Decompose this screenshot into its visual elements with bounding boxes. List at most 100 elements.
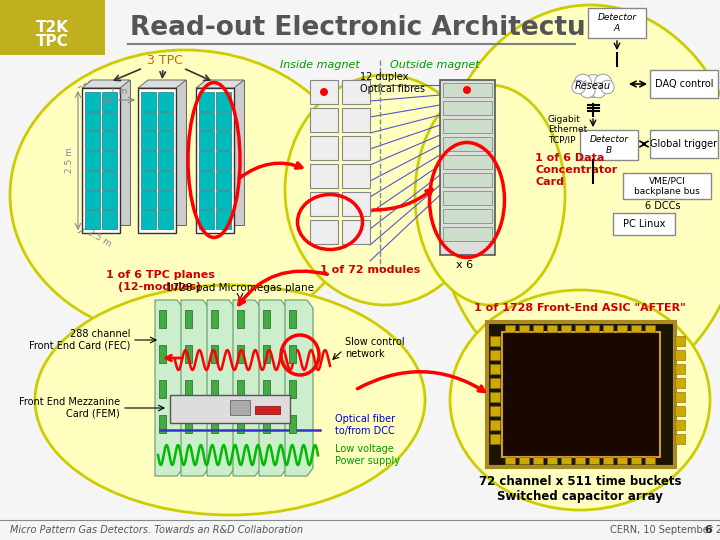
Bar (505, 325, 515, 332)
Polygon shape (206, 80, 244, 225)
Bar (440, 80, 495, 255)
Bar (237, 415, 244, 433)
Bar (141, 191, 156, 210)
Text: Outside magnet: Outside magnet (390, 60, 480, 70)
Bar (85, 112, 100, 131)
Bar (588, 8, 646, 38)
Bar (141, 210, 156, 229)
Text: DAQ control: DAQ control (654, 79, 714, 89)
Bar (505, 457, 515, 464)
Bar (342, 136, 370, 160)
Bar (645, 457, 655, 464)
Bar (490, 392, 500, 402)
Text: Front End Mezzanine
Card (FEM): Front End Mezzanine Card (FEM) (19, 397, 120, 419)
Bar (159, 380, 166, 398)
Bar (490, 350, 500, 360)
Bar (519, 457, 529, 464)
Bar (289, 380, 296, 398)
Bar (617, 457, 627, 464)
Circle shape (580, 83, 595, 98)
Ellipse shape (285, 75, 485, 305)
Bar (141, 131, 156, 150)
Polygon shape (233, 300, 261, 476)
Bar (237, 310, 244, 328)
Bar (342, 80, 370, 104)
Bar (490, 420, 500, 430)
Ellipse shape (35, 285, 425, 515)
Bar (158, 151, 173, 170)
Bar (589, 457, 599, 464)
Bar (185, 310, 192, 328)
Bar (199, 131, 214, 150)
Circle shape (582, 75, 604, 97)
Polygon shape (92, 80, 130, 225)
Polygon shape (82, 80, 130, 88)
Bar (216, 171, 231, 190)
Bar (199, 112, 214, 131)
Bar (561, 325, 571, 332)
Bar (443, 137, 492, 151)
Bar (519, 325, 529, 332)
Bar (310, 192, 338, 216)
Bar (216, 210, 231, 229)
Bar (342, 108, 370, 132)
Bar (102, 131, 117, 150)
Text: Read-out Electronic Architecture: Read-out Electronic Architecture (130, 15, 616, 41)
Text: 72 channel x 511 time buckets
Switched capacitor array: 72 channel x 511 time buckets Switched c… (479, 475, 681, 503)
Bar (443, 155, 492, 169)
Bar (502, 332, 660, 457)
Bar (170, 395, 290, 423)
Bar (85, 171, 100, 190)
Circle shape (591, 83, 606, 98)
Circle shape (600, 80, 614, 94)
Text: Global trigger: Global trigger (650, 139, 718, 149)
Text: 1 m: 1 m (110, 87, 127, 96)
Text: Optical fiber
to/from DCC: Optical fiber to/from DCC (335, 414, 395, 436)
Bar (675, 420, 685, 430)
Bar (631, 325, 641, 332)
Bar (617, 325, 627, 332)
Bar (263, 310, 270, 328)
Bar (310, 80, 338, 104)
Bar (487, 322, 675, 467)
Circle shape (575, 74, 592, 91)
Bar (443, 173, 492, 187)
Bar (289, 310, 296, 328)
Text: 6: 6 (704, 525, 712, 535)
Polygon shape (285, 300, 313, 476)
Bar (216, 151, 231, 170)
Bar (490, 336, 500, 346)
Bar (310, 136, 338, 160)
Bar (443, 101, 492, 115)
Bar (185, 415, 192, 433)
Bar (230, 400, 250, 415)
Text: x 6: x 6 (456, 260, 474, 270)
Bar (211, 415, 218, 433)
Bar (159, 310, 166, 328)
Circle shape (595, 74, 612, 91)
Bar (159, 345, 166, 363)
Circle shape (572, 80, 585, 94)
Polygon shape (181, 300, 209, 476)
Bar (237, 380, 244, 398)
Text: 1 of 6 TPC planes
(12-modules): 1 of 6 TPC planes (12-modules) (106, 270, 215, 292)
Bar (85, 92, 100, 111)
Bar (82, 88, 120, 233)
Bar (159, 415, 166, 433)
Bar (310, 108, 338, 132)
Text: T2K: T2K (35, 19, 68, 35)
Bar (650, 70, 718, 98)
Polygon shape (207, 300, 235, 476)
Bar (613, 213, 675, 235)
Bar (533, 457, 543, 464)
Text: Detector
B: Detector B (590, 136, 629, 154)
Bar (623, 173, 711, 199)
Bar (102, 112, 117, 131)
Bar (263, 415, 270, 433)
Bar (675, 392, 685, 402)
Bar (547, 325, 557, 332)
Polygon shape (196, 80, 244, 88)
Bar (199, 191, 214, 210)
Bar (443, 209, 492, 223)
Text: 288 channel
Front End Card (FEC): 288 channel Front End Card (FEC) (29, 329, 130, 351)
